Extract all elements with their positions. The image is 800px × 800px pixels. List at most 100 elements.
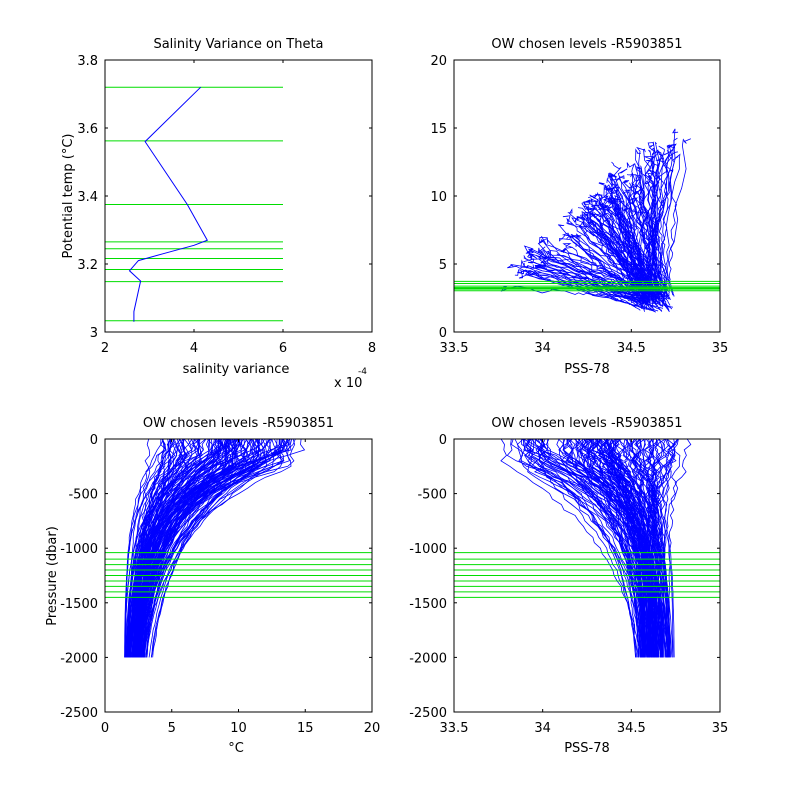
panel-salinity-variance: Salinity Variance on Theta 2 4 6 8 3 3.2 3.4 3.… bbox=[61, 37, 376, 391]
plot-area bbox=[105, 86, 283, 322]
y-tick-label: 3.6 bbox=[77, 122, 98, 137]
salinity-profile bbox=[643, 438, 666, 658]
x-tick-label: 33.5 bbox=[440, 721, 469, 736]
chart-title: OW chosen levels -R5903851 bbox=[491, 37, 682, 52]
chosen-levels bbox=[105, 552, 372, 598]
temperature-profile bbox=[148, 438, 290, 658]
ts-profile bbox=[635, 148, 651, 299]
temperature-profile bbox=[141, 438, 184, 658]
salinity-profile bbox=[594, 438, 671, 658]
salinity-profile bbox=[648, 438, 673, 658]
salinity-profile bbox=[626, 438, 675, 658]
temperature-profile bbox=[136, 438, 306, 658]
y-tick-label: 0 bbox=[439, 326, 447, 341]
axes-box bbox=[453, 438, 721, 713]
salinity-profile bbox=[500, 438, 642, 658]
ts-profile bbox=[534, 264, 645, 305]
x-tick-label: 10 bbox=[230, 721, 247, 736]
salinity-profile bbox=[533, 438, 645, 658]
x-exponent-label: x 10 bbox=[334, 376, 362, 391]
x-tick-label: 34.5 bbox=[617, 721, 646, 736]
panel-theta-salinity: OW chosen levels -R5903851 33.5 34 34.5 35 0… bbox=[430, 37, 728, 377]
y-tick-label: -500 bbox=[68, 488, 98, 503]
ts-profile bbox=[636, 146, 646, 302]
salinity-profile bbox=[641, 438, 679, 658]
y-tick-label: 5 bbox=[439, 258, 447, 273]
y-tick-label: -1000 bbox=[60, 542, 98, 557]
x-tick-label: 33.5 bbox=[440, 341, 469, 356]
y-tick-label: -2500 bbox=[60, 706, 98, 721]
ts-profile bbox=[540, 258, 662, 295]
chart-title: Salinity Variance on Theta bbox=[153, 37, 323, 52]
salinity-profile bbox=[651, 438, 659, 658]
x-tick-label: 4 bbox=[190, 341, 198, 356]
y-axis-label: Potential temp (°C) bbox=[61, 134, 76, 259]
salinity-profile bbox=[597, 438, 643, 658]
tick-layer: 2 4 6 8 3 3.2 3.4 3.6 3.8 bbox=[77, 54, 376, 356]
chosen-levels bbox=[454, 552, 720, 598]
x-axis-label: PSS-78 bbox=[564, 741, 610, 756]
temperature-profile bbox=[124, 438, 178, 658]
y-tick-label: 3.2 bbox=[77, 258, 98, 273]
x-tick-label: 34 bbox=[534, 341, 551, 356]
temperature-profile bbox=[142, 438, 218, 658]
ts-profile bbox=[595, 193, 671, 299]
x-tick-label: 0 bbox=[101, 721, 109, 736]
ts-profile bbox=[648, 144, 673, 288]
chart-title: OW chosen levels -R5903851 bbox=[143, 416, 334, 431]
y-tick-label: 3.8 bbox=[77, 54, 98, 69]
ts-profile bbox=[608, 198, 645, 312]
y-tick-label: -2000 bbox=[409, 651, 447, 666]
temperature-profile bbox=[128, 438, 203, 658]
salinity-profile bbox=[611, 438, 670, 658]
x-tick-label: 5 bbox=[168, 721, 176, 736]
temperature-profile bbox=[133, 438, 171, 658]
ts-profile bbox=[610, 196, 670, 311]
ts-profile bbox=[582, 204, 637, 290]
salinity-profile bbox=[662, 438, 692, 658]
ts-profile bbox=[643, 148, 666, 285]
panel-pressure-salinity: OW chosen levels -R5903851 33.5 34 34.5 35 -… bbox=[409, 416, 728, 756]
temperature-profile bbox=[145, 438, 278, 658]
ts-profile bbox=[557, 224, 655, 312]
plot-area bbox=[454, 438, 720, 658]
x-tick-label: 34 bbox=[534, 721, 551, 736]
ts-profile bbox=[527, 272, 674, 308]
x-tick-label: 34.5 bbox=[617, 341, 646, 356]
plot-area bbox=[454, 128, 720, 313]
variance-line bbox=[128, 86, 209, 322]
salinity-profile bbox=[630, 438, 668, 658]
x-axis-label: °C bbox=[228, 741, 244, 756]
y-tick-label: -1500 bbox=[60, 597, 98, 612]
x-tick-label: 35 bbox=[712, 721, 729, 736]
y-tick-label: 3.4 bbox=[77, 190, 98, 205]
ts-profile bbox=[626, 162, 675, 297]
temperature-profile bbox=[125, 438, 239, 658]
y-tick-label: 0 bbox=[90, 433, 98, 448]
y-tick-label: 20 bbox=[430, 54, 447, 69]
tick-layer: 33.5 34 34.5 35 0 5 10 15 20 bbox=[430, 54, 728, 356]
tick-layer: 0 5 10 15 20 -2500 -2000 -1500 -1000 -500 0 bbox=[60, 433, 380, 736]
chosen-levels bbox=[454, 280, 720, 292]
salinity-profile bbox=[628, 438, 654, 658]
x-tick-label: 35 bbox=[712, 341, 729, 356]
salinity-profile bbox=[510, 438, 638, 658]
x-tick-label: 2 bbox=[101, 341, 109, 356]
ts-profile bbox=[525, 265, 647, 303]
panel-pressure-temperature: OW chosen levels -R5903851 0 5 10 15 20 -2500… bbox=[45, 416, 380, 756]
temperature-profile bbox=[139, 438, 252, 658]
temperature-profile bbox=[125, 438, 211, 658]
salinity-profile bbox=[581, 438, 651, 658]
temperature-profile bbox=[128, 438, 164, 658]
y-tick-label: -2500 bbox=[409, 706, 447, 721]
profile-lines bbox=[124, 438, 306, 658]
ts-profile bbox=[668, 153, 681, 297]
x-axis-label: PSS-78 bbox=[564, 362, 610, 377]
y-axis-label: Pressure (dbar) bbox=[45, 526, 60, 626]
ts-profile bbox=[542, 261, 655, 301]
salinity-profile bbox=[634, 438, 655, 658]
temperature-profile bbox=[137, 438, 241, 658]
plot-area bbox=[105, 438, 372, 658]
